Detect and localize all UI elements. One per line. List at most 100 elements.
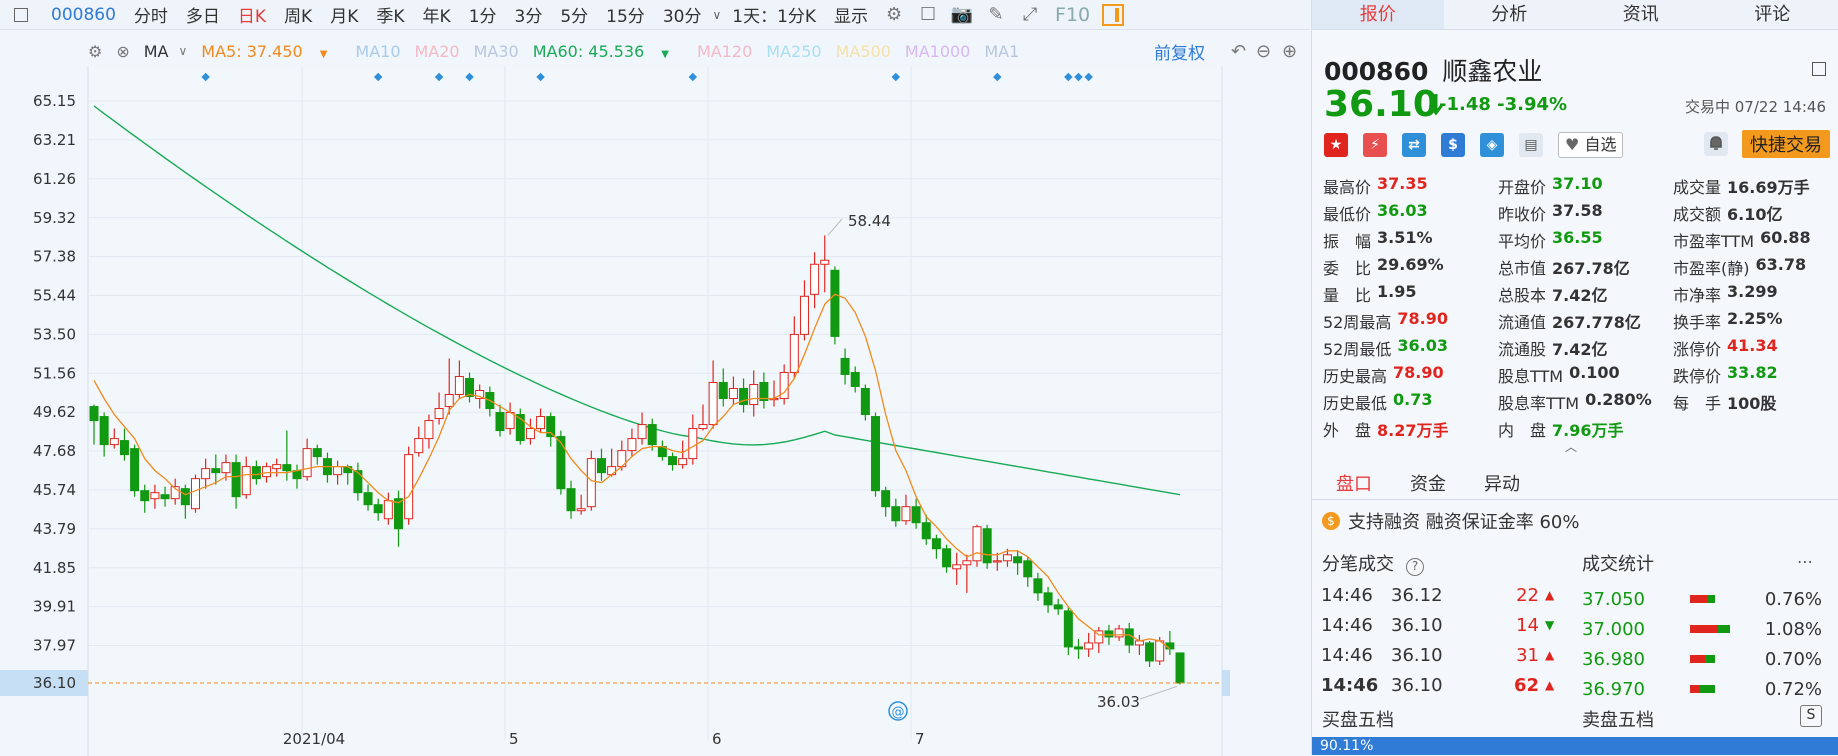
period-weekly[interactable]: 周K — [275, 2, 321, 27]
pen-icon[interactable]: ✎ — [984, 3, 1008, 27]
alert-bell-icon[interactable] — [1704, 132, 1728, 156]
china-flag-icon[interactable]: ★ — [1324, 133, 1348, 157]
stat-value: 0.280% — [1585, 390, 1652, 414]
deal-percent: 1.08% — [1752, 619, 1822, 640]
zoom-out-icon[interactable]: ⊖ — [1256, 41, 1271, 62]
stat-label: 振 幅 — [1323, 228, 1371, 252]
panel-menu-icon[interactable] — [1812, 62, 1826, 76]
stock-name-label: 顺鑫农业 — [1442, 57, 1542, 86]
ma-dropdown-icon[interactable]: ∨ — [179, 44, 188, 58]
ma60-value[interactable]: MA60: 45.536▼ — [533, 42, 683, 61]
undo-icon[interactable]: ↶ — [1231, 41, 1246, 62]
high-annotation: 58.44 — [848, 212, 891, 230]
ma500-label[interactable]: MA500 — [836, 42, 891, 61]
subtab-capital[interactable]: 资金 — [1410, 470, 1446, 496]
ma1-label[interactable]: MA1 — [984, 42, 1019, 61]
period-monthly[interactable]: 月K — [321, 2, 367, 27]
hot-icon[interactable]: ⚡ — [1363, 133, 1387, 157]
stat-value: 3.299 — [1727, 282, 1778, 306]
ma30-label[interactable]: MA30 — [474, 42, 519, 61]
y-tick-left: 59.32 — [33, 209, 76, 227]
subtab-orderbook[interactable]: 盘口 — [1336, 470, 1372, 496]
display-select[interactable]: 显示 — [825, 2, 877, 27]
stat-value: 36.55 — [1552, 228, 1603, 252]
note-icon[interactable]: ▤ — [1519, 133, 1543, 157]
candle-body — [1024, 561, 1032, 577]
y-tick-left: 53.50 — [33, 325, 76, 343]
sell-book-header: 卖盘五档 — [1582, 706, 1654, 732]
tab-comments[interactable]: 评论 — [1707, 0, 1838, 29]
zoom-in-icon[interactable]: ⊕ — [1282, 41, 1297, 62]
tag-icon[interactable]: ◈ — [1480, 133, 1504, 157]
candle-body — [131, 449, 139, 491]
period-15min[interactable]: 15分 — [597, 2, 654, 27]
up-arrow-icon: ▲ — [1545, 588, 1554, 602]
help-icon[interactable]: ? — [1406, 558, 1424, 576]
quick-trade-button[interactable]: 快捷交易 — [1742, 130, 1830, 158]
fullscreen-icon[interactable]: ⤢ — [1018, 3, 1042, 27]
stat-label: 换手率 — [1673, 309, 1721, 333]
y-tick-left: 43.79 — [33, 520, 76, 538]
f10-button[interactable]: F10 — [1055, 4, 1090, 26]
period-multiday[interactable]: 多日 — [177, 2, 229, 27]
period-daily[interactable]: 日K — [229, 2, 275, 27]
period-3min[interactable]: 3分 — [506, 2, 552, 27]
period-1min[interactable]: 1分 — [460, 2, 506, 27]
ma-close-icon[interactable]: ⊗ — [116, 42, 129, 61]
ma20-label[interactable]: MA20 — [415, 42, 460, 61]
period-30min[interactable]: 30分 — [654, 2, 711, 27]
period-5min[interactable]: 5分 — [551, 2, 597, 27]
settings-icon[interactable]: ⚙ — [882, 3, 906, 27]
down-arrow-icon: ▼ — [1545, 618, 1554, 632]
ma1000-label[interactable]: MA1000 — [905, 42, 970, 61]
stat-label: 昨收价 — [1498, 201, 1546, 225]
period-more-chevron-icon[interactable]: ∨ — [710, 8, 723, 22]
add-watchlist-button[interactable]: ♥ 自选 — [1558, 132, 1623, 158]
panel-layout-icon[interactable] — [1102, 4, 1124, 26]
ma120-label[interactable]: MA120 — [697, 42, 752, 61]
panel-toggle-icon[interactable] — [14, 8, 28, 22]
ma-settings-icon[interactable]: ⚙ — [88, 42, 102, 61]
dollar-icon[interactable]: $ — [1441, 133, 1465, 157]
more-options-icon[interactable]: ⋯ — [1797, 552, 1813, 571]
subtab-anomaly[interactable]: 异动 — [1484, 470, 1520, 496]
interval-select[interactable]: 1天：1分K — [723, 2, 825, 27]
ma5-value[interactable]: MA5: 37.450▼ — [201, 42, 341, 61]
stat-value: 7.42亿 — [1552, 282, 1607, 306]
period-yearly[interactable]: 年K — [414, 2, 460, 27]
kline-chart[interactable]: 65.1565.1563.2163.2161.2661.2659.3259.32… — [0, 66, 1230, 756]
stat-value: 267.78亿 — [1552, 255, 1630, 279]
expand-chevron-icon[interactable]: ︿ — [1565, 438, 1577, 455]
tab-quote[interactable]: 报价 — [1312, 0, 1444, 29]
candle-body — [263, 467, 271, 477]
ma250-label[interactable]: MA250 — [766, 42, 821, 61]
deal-percent: 0.70% — [1752, 649, 1822, 670]
tick-time: 14:46 — [1321, 585, 1391, 606]
candle-body — [191, 479, 199, 509]
camera-icon[interactable]: 📷 — [950, 3, 974, 27]
period-fenshi[interactable]: 分时 — [125, 2, 177, 27]
stat-value: 37.58 — [1552, 201, 1603, 225]
shuffle-icon[interactable]: ⇄ — [1402, 133, 1426, 157]
y-tick-left: 37.97 — [33, 637, 76, 655]
stat-value: 7.96万手 — [1552, 417, 1623, 441]
ma10-label[interactable]: MA10 — [355, 42, 400, 61]
s-icon[interactable]: S — [1800, 705, 1822, 727]
tab-news[interactable]: 资讯 — [1575, 0, 1707, 29]
tab-analysis[interactable]: 分析 — [1444, 0, 1576, 29]
square-select-icon[interactable]: ☐ — [916, 3, 940, 27]
candle-body — [811, 264, 819, 294]
stat-label: 流通值 — [1498, 309, 1546, 333]
stat-value: 33.82 — [1727, 363, 1778, 387]
period-quarterly[interactable]: 季K — [367, 2, 413, 27]
candle-body — [1064, 611, 1072, 647]
stock-code-label: 000860 — [1324, 57, 1428, 86]
candle-body — [293, 471, 301, 479]
stat-value: 36.03 — [1397, 336, 1448, 360]
stat-value: 6.10亿 — [1727, 201, 1782, 225]
adjust-mode-button[interactable]: 前复权 — [1154, 39, 1205, 64]
